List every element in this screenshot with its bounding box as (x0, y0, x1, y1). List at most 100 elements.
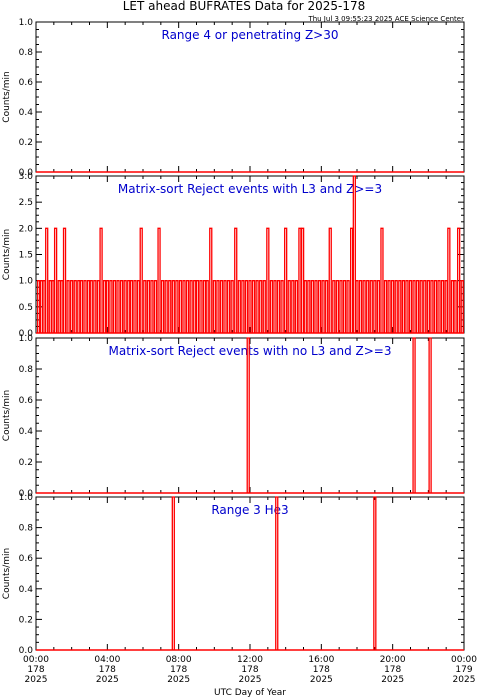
data-spike (376, 280, 381, 333)
data-spike (310, 280, 315, 333)
data-spike (335, 280, 340, 333)
y-tick-label: 0.2 (19, 615, 33, 625)
data-spike (48, 280, 52, 333)
data-spike (428, 337, 432, 493)
x-tick-time: 16:00 (308, 655, 334, 665)
panel-4: 0.0 0.2 0.4 0.6 0.8 1.0 Counts/min Range 3 He3 (2, 493, 465, 656)
data-spike (387, 280, 391, 333)
data-spike (394, 280, 398, 333)
data-spike (143, 280, 147, 333)
data-spike (325, 280, 329, 333)
data-spike (146, 280, 150, 333)
data-spike (175, 280, 179, 333)
data-spike (358, 280, 363, 333)
x-axis-label: UTC Day of Year (214, 688, 286, 698)
data-spike (112, 280, 117, 333)
data-spike (139, 227, 143, 333)
data-spike (303, 280, 307, 333)
y-tick-label: 2.0 (19, 224, 34, 234)
data-spike (433, 280, 438, 333)
data-spike (164, 280, 168, 333)
chart-title: LET ahead BUFRATES Data for 2025-178 (123, 0, 365, 13)
data-spike (119, 280, 124, 333)
y-tick-label: 1.5 (19, 251, 33, 261)
data-spike (355, 280, 359, 333)
x-tick-year: 2025 (310, 675, 333, 685)
data-spike (284, 227, 288, 333)
data-spike (426, 280, 430, 333)
data-spike (157, 227, 161, 333)
data-spike (77, 280, 81, 333)
data-spike (244, 280, 249, 333)
data-spike (352, 175, 356, 333)
data-spike (383, 280, 388, 333)
panel-frame (35, 496, 465, 651)
data-spike (230, 280, 234, 333)
data-spike (350, 227, 354, 333)
data-spike (57, 280, 61, 333)
x-tick-time: 00:00 (451, 655, 477, 665)
data-spike (405, 280, 409, 333)
data-spike (246, 337, 250, 493)
y-tick-label: 0.2 (19, 138, 33, 148)
data-spike (45, 227, 49, 333)
data-spike (273, 280, 277, 333)
x-tick-year: 2025 (167, 675, 190, 685)
y-tick-label: 1.0 (19, 18, 34, 28)
data-spike (280, 280, 284, 333)
y-tick-label: 0.6 (19, 396, 34, 406)
data-spike (209, 227, 213, 333)
data-spike (199, 280, 203, 333)
data-spike (255, 280, 259, 333)
data-spike (150, 280, 154, 333)
y-tick-label: 0.4 (19, 427, 34, 437)
x-tick-year: 2025 (381, 675, 404, 685)
panel-3: 0.0 0.2 0.4 0.6 0.8 1.0 Counts/min Matrix-sort … (2, 334, 465, 499)
y-axis-label: Counts/min (2, 548, 12, 599)
y-tick-label: 0.0 (19, 646, 34, 656)
data-spike (66, 280, 70, 333)
y-tick-label: 1.0 (19, 493, 34, 503)
data-spike (223, 280, 227, 333)
data-spike (96, 280, 101, 333)
x-tick-year: 2025 (25, 675, 48, 685)
data-spike (328, 227, 332, 333)
data-spike (37, 280, 41, 333)
data-spike (189, 280, 193, 333)
data-spike (430, 280, 434, 333)
data-spike (346, 280, 350, 333)
timestamp: Thu Jul 3 09:55:23 2025 ACE Science Cent… (307, 15, 464, 23)
data-spike (412, 337, 416, 493)
y-tick-label: 0.8 (19, 365, 34, 375)
data-spike (266, 227, 270, 333)
y-axis-label: Counts/min (2, 229, 12, 280)
data-spike (185, 280, 190, 333)
data-spike (160, 280, 165, 333)
data-spike (287, 280, 291, 333)
panels: 0.0 0.2 0.4 0.6 0.8 1.0 Counts/min Range 4 or p… (2, 18, 465, 656)
data-spike (437, 280, 441, 333)
y-tick-label: 1.0 (19, 334, 34, 344)
data-spike (226, 280, 231, 333)
data-spike (116, 280, 120, 333)
y-axis-label: Counts/min (2, 390, 12, 441)
data-spike (202, 280, 207, 333)
x-tick-doy: 178 (27, 665, 44, 675)
data-spike (103, 280, 107, 333)
data-spike (79, 280, 84, 333)
x-tick-time: 20:00 (380, 655, 406, 665)
x-tick-time: 00:00 (23, 655, 49, 665)
y-tick-label: 0.2 (19, 458, 33, 468)
panel-title: Matrix-sort Reject events with L3 and Z>… (118, 182, 382, 196)
data-spike (300, 227, 305, 333)
y-tick-label: 0.6 (19, 78, 34, 88)
data-spike (398, 280, 402, 333)
data-spike (60, 280, 64, 333)
data-spike (73, 280, 77, 333)
x-axis: 00:00178202504:00178202508:00178202512:0… (23, 655, 477, 685)
data-spike (171, 280, 175, 333)
data-spike (241, 280, 245, 333)
data-spike (193, 280, 197, 333)
data-spike (262, 280, 266, 333)
y-axis-label: Counts/min (2, 71, 12, 122)
